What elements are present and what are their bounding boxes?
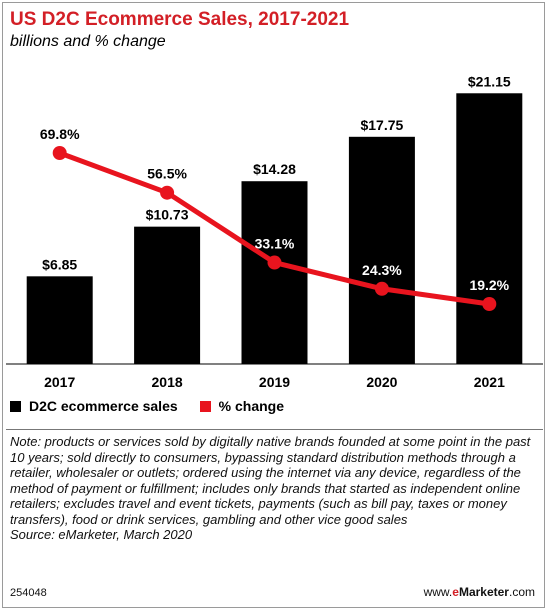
divider (6, 429, 543, 430)
brand-name: Marketer (458, 585, 509, 599)
note-block: Note: products or services sold by digit… (10, 434, 535, 543)
line-value-label: 33.1% (255, 236, 295, 252)
chart-subtitle: billions and % change (10, 33, 166, 50)
brand-link[interactable]: www.eMarketer.com (424, 585, 535, 599)
line-point (160, 185, 175, 200)
bar-value-label: $6.85 (42, 256, 77, 272)
source-text: Source: eMarketer, March 2020 (10, 527, 193, 542)
chart-id: 254048 (10, 587, 47, 599)
legend-label-change: % change (218, 398, 285, 414)
line-point (374, 281, 389, 296)
brand-e: e (452, 585, 459, 599)
legend-label-sales: D2C ecommerce sales (29, 398, 178, 414)
line-point (482, 297, 497, 311)
chart-frame (2, 2, 545, 608)
bar-value-label: $17.75 (360, 117, 403, 133)
bar (241, 181, 308, 364)
line-point (267, 255, 282, 270)
bar-value-label: $21.15 (468, 73, 511, 89)
note-text: Note: products or services sold by digit… (10, 434, 531, 527)
bar-value-label: $14.28 (253, 161, 296, 177)
bar (456, 93, 523, 364)
legend: D2C ecommerce sales % change (10, 398, 306, 414)
legend-swatch-change (199, 400, 211, 412)
line-value-label: 19.2% (469, 277, 509, 293)
legend-swatch-sales (10, 400, 21, 412)
chart-title: US D2C Ecommerce Sales, 2017-2021 (10, 9, 350, 30)
legend-item-change: % change (199, 398, 285, 414)
x-tick-label: 2019 (259, 374, 290, 390)
bar (348, 136, 415, 364)
bar (134, 226, 201, 364)
bar-value-label: $10.73 (146, 207, 189, 223)
x-tick-label: 2020 (366, 374, 397, 390)
brand-prefix: www. (423, 585, 453, 599)
x-tick-label: 2021 (474, 374, 505, 390)
brand-suffix: .com (508, 585, 535, 599)
line-value-label: 69.8% (40, 126, 80, 142)
line-point (52, 146, 67, 160)
chart-plot: $6.85 2017 $10.73 2018 $14.28 2019 $17.75 2020 $… (6, 73, 543, 390)
bar (26, 276, 93, 364)
line-value-label: 56.5% (147, 166, 187, 182)
x-tick-label: 2018 (152, 374, 183, 390)
line-value-label: 24.3% (362, 262, 402, 278)
x-tick-label: 2017 (44, 374, 75, 390)
legend-item-sales: D2C ecommerce sales (10, 398, 178, 414)
